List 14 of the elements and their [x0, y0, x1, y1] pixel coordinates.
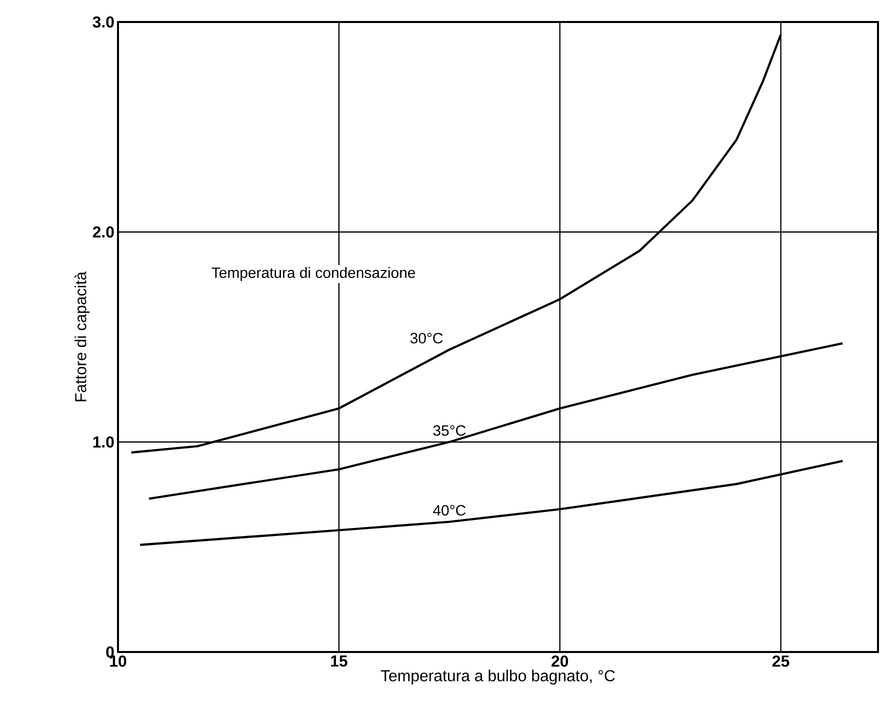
series-label: 30°C: [410, 332, 443, 344]
x-tick-label: 10: [110, 656, 126, 667]
x-tick-label: 15: [331, 656, 348, 667]
x-tick-label: 25: [772, 656, 790, 667]
y-axis-title: Fattore di capacità: [74, 271, 90, 402]
x-axis-title: Temperatura a bulbo bagnato, °C: [380, 670, 615, 685]
y-tick-label: 0: [106, 646, 114, 658]
series-label: 40°C: [433, 505, 466, 516]
x-tick-label: 20: [552, 656, 568, 667]
y-tick-label: 3.0: [92, 16, 114, 28]
y-tick-label: 1.0: [93, 436, 114, 448]
annotation: Temperatura di condensazione: [212, 267, 416, 281]
y-tick-label: 2.0: [92, 226, 114, 238]
series-label: 35°C: [433, 425, 466, 436]
